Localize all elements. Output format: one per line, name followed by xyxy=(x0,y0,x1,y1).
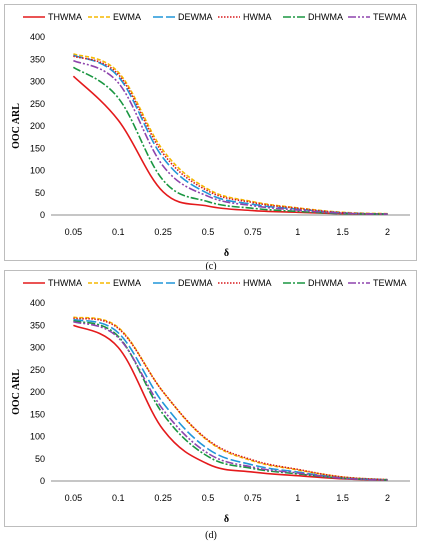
legend-label-ewma: EWMA xyxy=(113,278,141,288)
chart-d-svg: THWMA EWMA DEWMA HWMA DHWMA TEWMA 0 50 100 150 200… xyxy=(11,278,410,525)
series-line-ewma xyxy=(73,53,388,215)
series-line-dhwma xyxy=(72,66,388,215)
series-line-dewma xyxy=(73,318,388,481)
x-tick-label: 1 xyxy=(295,493,300,503)
y-tick-label: 200 xyxy=(30,121,45,131)
legend-label-dhwma: DHWMA xyxy=(308,12,343,22)
series-line-thwma xyxy=(73,324,388,481)
y-axis-title: OOC ARL xyxy=(11,103,22,149)
y-tick-label: 0 xyxy=(40,210,45,220)
x-tick-label: 2 xyxy=(385,493,390,503)
x-tick-label: 0.25 xyxy=(154,227,172,237)
legend-label-thwma: THWMA xyxy=(48,278,82,288)
series-line-hwma xyxy=(73,317,388,481)
y-tick-label: 50 xyxy=(35,188,45,198)
y-tick-label: 300 xyxy=(30,77,45,87)
y-axis-title: OOC ARL xyxy=(11,369,22,415)
x-axis-title: δ xyxy=(224,514,229,525)
legend-label-tewma: TEWMA xyxy=(373,278,407,288)
y-tick-label: 200 xyxy=(30,387,45,397)
y-tick-label: 100 xyxy=(30,166,45,176)
chart-c-svg: THWMA EWMA DEWMA HWMA DHWMA TEWMA 0 50 100 150 200… xyxy=(11,12,410,259)
y-tick-label: 250 xyxy=(30,99,45,109)
series-line-tewma xyxy=(73,320,388,481)
x-tick-label: 0.1 xyxy=(112,227,125,237)
x-tick-label: 0.25 xyxy=(154,493,172,503)
y-tick-label: 250 xyxy=(30,365,45,375)
x-tick-label: 0.5 xyxy=(202,493,215,503)
x-tick-label: 0.75 xyxy=(244,227,262,237)
y-tick-label: 400 xyxy=(30,298,45,308)
x-tick-label: 1.5 xyxy=(336,493,349,503)
x-tick-label: 0.75 xyxy=(244,493,262,503)
legend-label-tewma: TEWMA xyxy=(373,12,407,22)
y-tick-label: 150 xyxy=(30,143,45,153)
legend-label-ewma: EWMA xyxy=(113,12,141,22)
panel-label-c: (c) xyxy=(205,261,217,272)
legend-label-dewma: DEWMA xyxy=(178,12,213,22)
y-tick-label: 350 xyxy=(30,320,45,330)
x-tick-label: 0.05 xyxy=(65,227,83,237)
x-tick-label: 2 xyxy=(385,227,390,237)
legend-label-thwma: THWMA xyxy=(48,12,82,22)
legend-label-dhwma: DHWMA xyxy=(308,278,343,288)
y-tick-label: 100 xyxy=(30,432,45,442)
y-tick-label: 50 xyxy=(35,454,45,464)
legend-label-hwma: HWMA xyxy=(243,12,272,22)
x-tick-label: 1.5 xyxy=(336,227,349,237)
y-tick-label: 300 xyxy=(30,343,45,353)
x-tick-label: 1 xyxy=(295,227,300,237)
series-line-dhwma xyxy=(73,320,388,481)
y-tick-label: 0 xyxy=(40,476,45,486)
series-line-ewma xyxy=(73,316,388,481)
panel-label-d: (d) xyxy=(205,530,217,541)
x-tick-label: 0.1 xyxy=(112,493,125,503)
y-tick-label: 400 xyxy=(30,32,45,42)
series-line-tewma xyxy=(73,59,388,215)
chart-panel-d: THWMA EWMA DEWMA HWMA DHWMA TEWMA 0 50 100 150 200… xyxy=(4,270,417,527)
legend-c: THWMA EWMA DEWMA HWMA DHWMA TEWMA xyxy=(23,12,407,22)
series-line-thwma xyxy=(72,75,388,215)
x-tick-label: 0.05 xyxy=(65,493,83,503)
chart-panel-c: THWMA EWMA DEWMA HWMA DHWMA TEWMA 0 50 100 150 200… xyxy=(4,4,417,261)
series-line-dewma xyxy=(73,54,388,215)
y-tick-label: 350 xyxy=(30,54,45,64)
x-axis-title: δ xyxy=(224,248,229,259)
legend-label-dewma: DEWMA xyxy=(178,278,213,288)
y-tick-label: 150 xyxy=(30,409,45,419)
legend-label-hwma: HWMA xyxy=(243,278,272,288)
legend-d: THWMA EWMA DEWMA HWMA DHWMA TEWMA xyxy=(23,278,407,288)
x-tick-label: 0.5 xyxy=(202,227,215,237)
